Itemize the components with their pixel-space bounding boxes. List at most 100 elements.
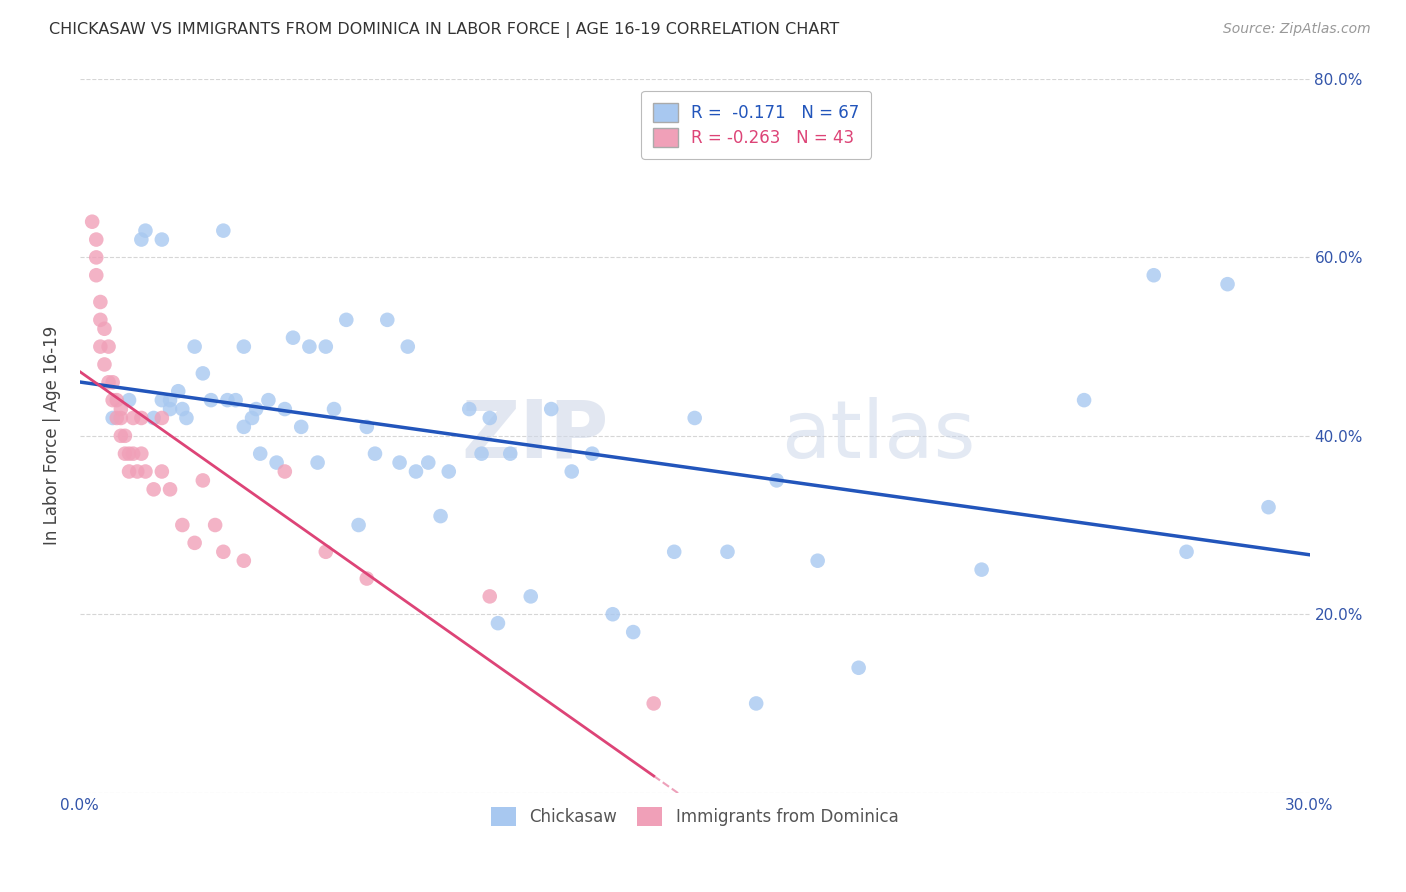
Point [212,545,235,559]
Point [471,447,494,461]
Point [200,393,222,408]
Point [118,465,141,479]
Point [183,340,205,354]
Point [212,224,235,238]
Point [114,429,136,443]
Point [93,358,115,372]
Point [232,420,254,434]
Point [716,545,738,559]
Point [159,393,181,408]
Point [172,518,194,533]
Point [131,233,153,247]
Point [745,697,768,711]
Point [458,402,481,417]
Point [118,447,141,461]
Point [364,447,387,461]
Point [89,295,111,310]
Point [84,268,107,283]
Point [347,518,370,533]
Text: CHICKASAW VS IMMIGRANTS FROM DOMINICA IN LABOR FORCE | AGE 16-19 CORRELATION CHA: CHICKASAW VS IMMIGRANTS FROM DOMINICA IN… [49,22,839,38]
Point [101,393,124,408]
Point [486,616,509,631]
Point [405,465,427,479]
Point [388,456,411,470]
Point [1216,277,1239,292]
Point [84,251,107,265]
Point [1143,268,1166,283]
Point [172,402,194,417]
Point [281,331,304,345]
Point [110,411,132,425]
Point [581,447,603,461]
Point [323,402,346,417]
Point [274,402,297,417]
Point [89,340,111,354]
Point [225,393,247,408]
Point [134,224,156,238]
Point [240,411,263,425]
Point [167,384,190,399]
Point [150,465,173,479]
Legend: Chickasaw, Immigrants from Dominica: Chickasaw, Immigrants from Dominica [482,798,907,834]
Point [204,518,226,533]
Point [298,340,321,354]
Point [183,536,205,550]
Y-axis label: In Labor Force | Age 16-19: In Labor Force | Age 16-19 [44,326,60,545]
Point [664,545,686,559]
Point [114,447,136,461]
Point [217,393,239,408]
Point [621,625,644,640]
Point [561,465,583,479]
Point [89,313,111,327]
Point [232,554,254,568]
Point [118,393,141,408]
Point [105,411,128,425]
Point [356,572,378,586]
Point [356,420,378,434]
Point [249,447,271,461]
Point [418,456,440,470]
Point [245,402,267,417]
Point [290,420,312,434]
Point [970,563,993,577]
Point [191,367,214,381]
Point [274,465,297,479]
Point [266,456,288,470]
Point [127,465,149,479]
Point [150,411,173,425]
Point [97,376,120,390]
Point [97,340,120,354]
Point [315,545,337,559]
Point [232,340,254,354]
Point [82,215,104,229]
Point [101,411,124,425]
Point [307,456,329,470]
Point [101,376,124,390]
Point [110,402,132,417]
Text: ZIP: ZIP [461,397,609,475]
Point [134,465,156,479]
Point [396,340,419,354]
Point [191,474,214,488]
Point [643,697,665,711]
Point [142,483,165,497]
Point [131,411,153,425]
Point [159,483,181,497]
Point [84,233,107,247]
Point [478,590,501,604]
Point [150,393,173,408]
Point [257,393,280,408]
Point [429,509,451,524]
Point [602,607,624,622]
Point [142,411,165,425]
Point [807,554,830,568]
Point [335,313,357,327]
Text: Source: ZipAtlas.com: Source: ZipAtlas.com [1223,22,1371,37]
Point [150,233,173,247]
Point [131,447,153,461]
Point [765,474,787,488]
Point [1257,500,1279,515]
Point [683,411,706,425]
Point [437,465,460,479]
Point [478,411,501,425]
